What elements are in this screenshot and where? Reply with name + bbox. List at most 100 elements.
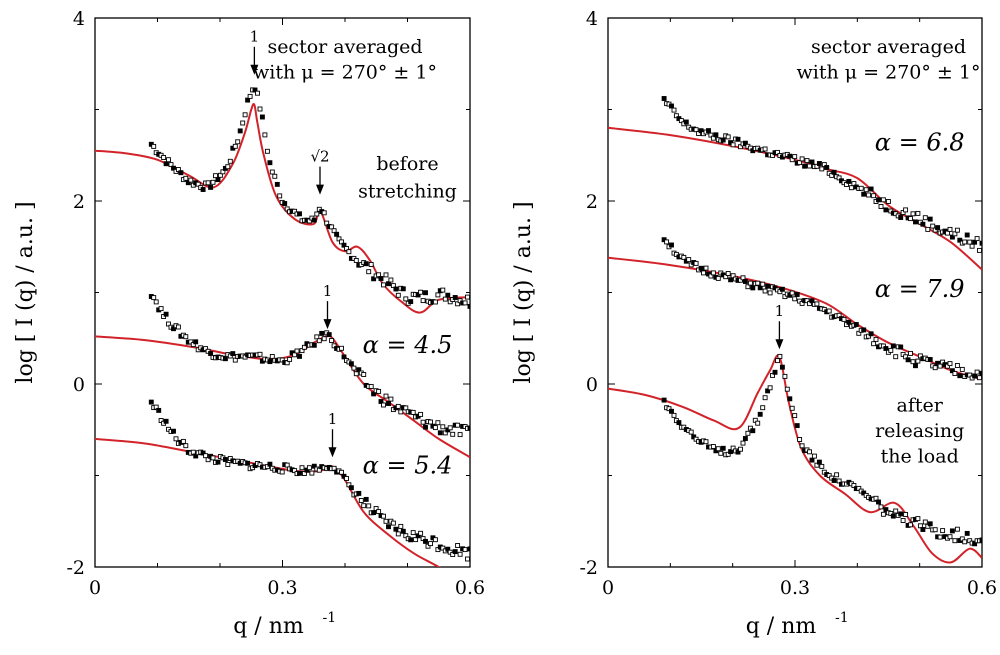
data-point — [959, 366, 965, 372]
data-point — [210, 179, 216, 185]
data-point — [203, 346, 209, 352]
data-point — [467, 303, 470, 309]
data-point — [673, 251, 679, 257]
data-point — [725, 134, 731, 140]
data-point — [326, 332, 332, 338]
data-point — [200, 450, 206, 456]
data-point — [363, 261, 369, 267]
data-point — [964, 530, 970, 536]
data-point — [423, 290, 428, 296]
data-point — [723, 274, 729, 280]
data-point — [876, 197, 881, 203]
data-point — [720, 137, 726, 143]
data-point — [669, 408, 674, 414]
data-point — [873, 495, 879, 501]
data-point — [661, 397, 667, 403]
data-point — [762, 146, 768, 152]
data-point — [922, 215, 928, 221]
data-point — [947, 226, 953, 232]
data-point — [797, 437, 803, 442]
data-point — [227, 158, 233, 164]
data-point — [171, 326, 176, 332]
data-point — [693, 260, 699, 266]
data-point — [339, 239, 344, 245]
data-point — [878, 504, 884, 510]
alpha-label: α = 5.4 — [363, 452, 453, 480]
data-point — [400, 286, 406, 292]
data-point — [321, 336, 327, 342]
data-point — [900, 210, 906, 215]
data-point — [772, 369, 778, 375]
data-point — [824, 165, 830, 170]
peak-arrow-head — [328, 447, 337, 458]
data-point — [880, 343, 886, 349]
data-point — [156, 407, 162, 413]
data-point — [210, 455, 216, 461]
data-point — [979, 240, 982, 246]
data-point — [765, 388, 771, 394]
data-point — [376, 388, 382, 394]
data-point — [794, 292, 800, 297]
y-axis-title: log [ I (q) / a.u. ] — [13, 201, 38, 383]
data-point — [252, 87, 258, 93]
data-point — [383, 393, 389, 399]
data-point — [183, 175, 189, 181]
data-point — [351, 365, 357, 371]
data-point — [245, 460, 251, 466]
data-point — [166, 157, 171, 163]
data-point — [917, 523, 923, 529]
data-point — [208, 351, 214, 356]
data-point — [868, 186, 874, 192]
data-point — [331, 343, 337, 349]
data-point — [465, 556, 470, 562]
data-point — [235, 139, 241, 145]
data-point — [450, 552, 456, 557]
data-point — [314, 211, 320, 217]
data-point — [376, 509, 382, 515]
data-point — [383, 272, 389, 278]
data-point — [331, 228, 337, 234]
data-point — [163, 161, 169, 167]
data-point — [259, 114, 265, 120]
data-point — [952, 231, 958, 237]
data-point — [927, 216, 933, 222]
data-point — [917, 353, 923, 359]
data-point — [903, 512, 909, 517]
data-point — [977, 375, 982, 381]
data-point — [445, 292, 451, 298]
data-point — [418, 411, 424, 417]
data-point — [696, 131, 702, 136]
data-point — [713, 132, 719, 138]
data-point — [230, 351, 236, 357]
data-point — [972, 541, 978, 547]
data-point — [148, 399, 154, 405]
data-point — [688, 429, 694, 435]
data-point — [329, 224, 335, 230]
data-point — [462, 547, 468, 553]
data-point — [215, 459, 221, 465]
data-point — [262, 132, 268, 138]
data-point — [814, 301, 820, 307]
y-tick-label: -2 — [66, 557, 85, 579]
data-point — [952, 538, 958, 544]
data-point — [287, 356, 293, 362]
data-point — [777, 353, 783, 359]
data-point — [267, 160, 273, 166]
data-point — [935, 225, 941, 231]
data-point — [341, 242, 347, 248]
data-point — [311, 342, 317, 348]
data-point — [710, 270, 716, 276]
data-point — [452, 549, 458, 555]
data-point — [814, 163, 820, 169]
data-point — [954, 526, 960, 532]
data-point — [455, 301, 461, 307]
data-point — [432, 537, 438, 543]
data-point — [949, 528, 955, 534]
data-point — [222, 457, 228, 462]
data-point — [738, 446, 743, 452]
data-point — [220, 169, 226, 175]
y-tick-label: 0 — [73, 374, 85, 396]
data-point — [807, 449, 812, 455]
data-point — [861, 191, 867, 197]
data-point — [779, 364, 785, 370]
